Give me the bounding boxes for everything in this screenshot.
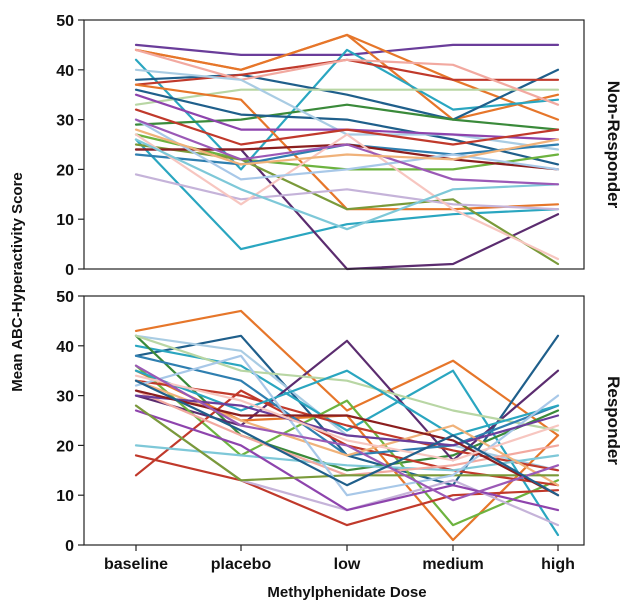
series-line-1 bbox=[134, 43, 560, 57]
series-line-9 bbox=[134, 103, 560, 131]
x-tick-label: high bbox=[541, 556, 575, 573]
series-line-26 bbox=[134, 128, 560, 166]
y-tick-label: 0 bbox=[65, 262, 74, 279]
y-tick-label: 10 bbox=[56, 488, 74, 505]
x-tick-label: baseline bbox=[104, 556, 168, 573]
strip-label: Responder bbox=[604, 376, 623, 465]
series-line-3 bbox=[134, 33, 560, 121]
panel-frame bbox=[83, 19, 585, 270]
series-line-11 bbox=[134, 88, 560, 166]
y-tick-label: 20 bbox=[56, 438, 74, 455]
series-line-16 bbox=[134, 138, 560, 251]
series-line-19 bbox=[134, 173, 560, 211]
series-line-1 bbox=[134, 309, 560, 437]
series-line-20 bbox=[134, 404, 560, 482]
panels: 0 10 20 30 40 50 Non-Responder 0 10 20 30 40 50 Respo… bbox=[56, 13, 623, 573]
series-line-21 bbox=[134, 143, 560, 171]
y-tick-label: 50 bbox=[56, 289, 74, 306]
y-axis-title: Mean ABC-Hyperactivity Score bbox=[9, 172, 26, 392]
x-axis-title: Methylphenidate Dose bbox=[267, 584, 426, 601]
series-line-18 bbox=[134, 409, 560, 512]
series-line-25 bbox=[134, 118, 560, 186]
x-tick-label: low bbox=[334, 556, 361, 573]
series-line-7 bbox=[134, 334, 560, 432]
strip-label: Non-Responder bbox=[604, 81, 623, 209]
y-tick-label: 0 bbox=[65, 538, 74, 555]
y-tick-label: 40 bbox=[56, 63, 74, 80]
panel-responder: 0 10 20 30 40 50 Responder baseline placebo low me… bbox=[56, 289, 623, 573]
series-line-7 bbox=[134, 88, 560, 106]
series-line-9 bbox=[134, 364, 560, 527]
series-line-23 bbox=[134, 389, 560, 497]
y-tick-label: 10 bbox=[56, 212, 74, 229]
series-line-25 bbox=[134, 364, 560, 502]
series-line-10 bbox=[134, 379, 560, 472]
series-line-22 bbox=[134, 133, 560, 261]
series-line-8 bbox=[134, 48, 560, 106]
series-line-6 bbox=[134, 339, 560, 462]
series-line-14 bbox=[134, 108, 560, 146]
series-line-24 bbox=[134, 374, 560, 462]
series-line-24 bbox=[134, 118, 560, 181]
y-tick-label: 40 bbox=[56, 339, 74, 356]
x-tick-label: medium bbox=[422, 556, 483, 573]
y-tick-label: 20 bbox=[56, 162, 74, 179]
x-tick-label: placebo bbox=[211, 556, 272, 573]
series-line-23 bbox=[134, 138, 560, 231]
panel-non-responder: 0 10 20 30 40 50 Non-Responder bbox=[56, 13, 623, 279]
y-tick-label: 30 bbox=[56, 389, 74, 406]
panel-frame bbox=[83, 295, 585, 546]
series-line-13 bbox=[134, 93, 560, 141]
y-tick-label: 50 bbox=[56, 13, 74, 30]
series-line-26 bbox=[134, 379, 560, 497]
series-line-14 bbox=[134, 369, 560, 437]
y-tick-label: 30 bbox=[56, 113, 74, 130]
series-line-18 bbox=[134, 143, 560, 266]
series-line-15 bbox=[134, 444, 560, 472]
series-line-22 bbox=[134, 394, 560, 447]
